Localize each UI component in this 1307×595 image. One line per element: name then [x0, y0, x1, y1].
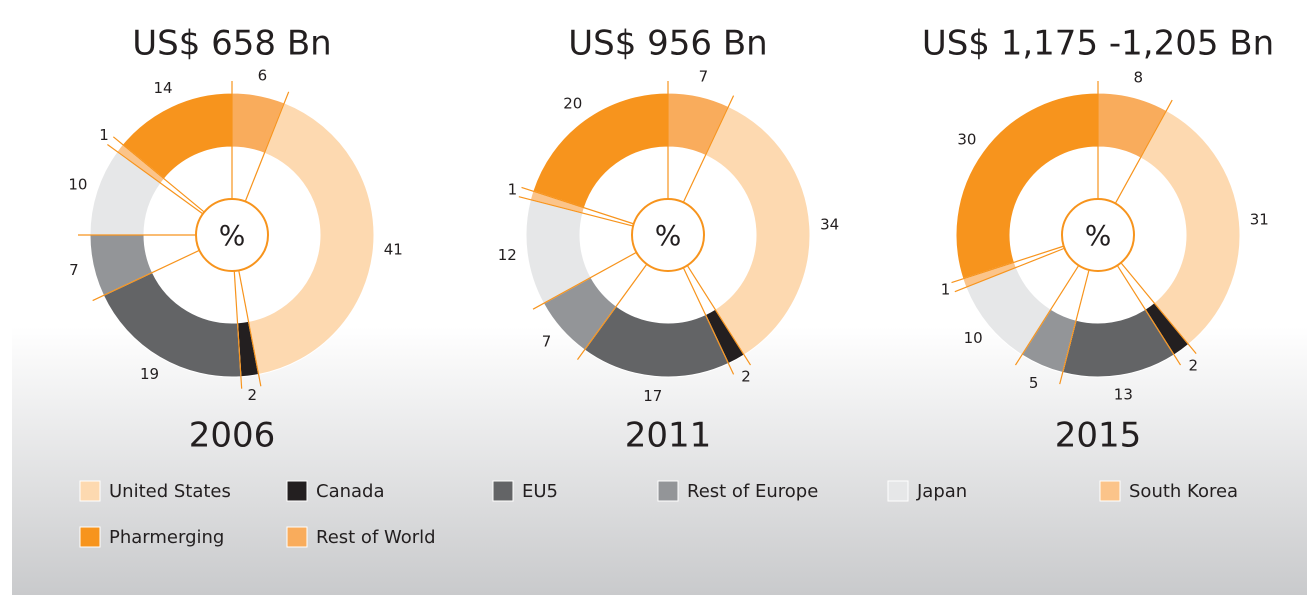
legend-swatch — [887, 480, 909, 502]
legend-swatch — [286, 526, 308, 548]
legend-label: Japan — [916, 481, 967, 502]
donut-title: US$ 1,175 -1,205 Bn — [922, 24, 1274, 64]
slice-label: 17 — [643, 387, 662, 405]
legend-label: Canada — [316, 481, 385, 502]
leader-line — [686, 265, 752, 366]
slice-label: 31 — [1250, 210, 1269, 228]
slice-label: 5 — [1029, 374, 1039, 392]
legend-label: Rest of World — [316, 527, 436, 548]
legend-swatch — [79, 526, 101, 548]
slice-label: 6 — [258, 66, 268, 84]
legend-swatch — [657, 480, 679, 502]
donut-year: 2015 — [1055, 416, 1142, 456]
slice-label: 30 — [957, 130, 976, 148]
donut-slice — [247, 102, 375, 376]
legend-label: Pharmerging — [109, 527, 224, 548]
leader-line — [233, 270, 243, 389]
leader-line — [521, 186, 634, 225]
slice-label: 7 — [69, 261, 79, 279]
slice-label: 7 — [542, 333, 552, 351]
donut-year: 2011 — [625, 416, 712, 456]
slice-label: 2 — [741, 367, 751, 385]
leader-line — [682, 95, 735, 203]
center-label: % — [219, 219, 246, 252]
donut-year: 2006 — [189, 416, 276, 456]
slice-label: 1 — [508, 180, 518, 198]
leader-line — [532, 251, 637, 310]
slice-label: 8 — [1134, 69, 1144, 87]
slice-label: 2 — [1188, 357, 1198, 375]
slice-label: 10 — [68, 175, 87, 193]
leader-line — [518, 196, 634, 227]
leader-line — [1114, 99, 1173, 204]
leader-line — [1116, 265, 1182, 366]
slice-label: 19 — [140, 365, 159, 383]
donut-slice — [1139, 109, 1241, 346]
leader-line — [1014, 265, 1080, 366]
donut-slice — [704, 105, 811, 356]
legend-swatch — [286, 480, 308, 502]
leader-line — [238, 270, 262, 387]
center-circle — [1061, 198, 1135, 272]
legend-label: Rest of Europe — [687, 481, 818, 502]
slice-label: 20 — [563, 94, 582, 112]
leader-line — [92, 249, 200, 302]
legend-swatch — [1099, 480, 1121, 502]
center-circle — [195, 198, 269, 272]
center-label: % — [655, 219, 682, 252]
donut-title: US$ 658 Bn — [132, 24, 331, 64]
slice-label: 41 — [384, 241, 403, 259]
slice-label: 1 — [941, 280, 951, 298]
slice-label: 12 — [498, 246, 517, 264]
background — [12, 0, 1307, 595]
leader-line — [951, 245, 1064, 284]
donut-title: US$ 956 Bn — [568, 24, 767, 64]
leader-line — [576, 263, 648, 360]
leader-line — [1059, 269, 1090, 385]
slice-label: 7 — [699, 67, 709, 85]
center-circle — [631, 198, 705, 272]
slice-label: 1 — [99, 126, 109, 144]
legend-swatch — [79, 480, 101, 502]
legend-label: South Korea — [1129, 481, 1238, 502]
legend-label: EU5 — [522, 481, 558, 502]
slice-label: 34 — [820, 215, 839, 233]
slice-label: 10 — [964, 329, 983, 347]
slice-label: 14 — [153, 79, 172, 97]
legend-label: United States — [109, 481, 231, 502]
leader-line — [954, 247, 1065, 293]
center-label: % — [1085, 219, 1112, 252]
leader-line — [112, 136, 205, 213]
leader-line — [107, 143, 204, 215]
leader-line — [244, 91, 290, 202]
legend-swatch — [492, 480, 514, 502]
slice-label: 13 — [1114, 386, 1133, 404]
donut-slice — [955, 92, 1099, 280]
slice-label: 2 — [248, 386, 258, 404]
leader-line — [682, 267, 735, 375]
leader-line — [1120, 262, 1197, 355]
